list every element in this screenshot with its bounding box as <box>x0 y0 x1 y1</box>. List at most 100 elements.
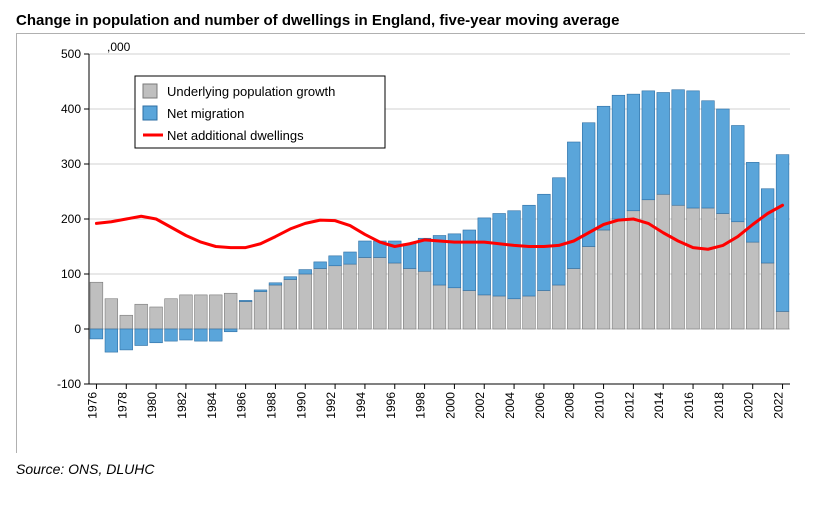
bar-underlying <box>463 291 476 330</box>
bar-underlying <box>329 266 342 329</box>
bar-underlying <box>642 200 655 329</box>
legend-underlying-swatch <box>143 84 157 98</box>
x-tick-label: 2000 <box>443 392 457 419</box>
bar-net-migration <box>761 189 774 263</box>
y-tick-label: -100 <box>57 377 81 391</box>
bar-net-migration <box>344 252 357 264</box>
bar-underlying <box>135 304 148 329</box>
x-tick-label: 2006 <box>533 392 547 419</box>
bar-underlying <box>567 269 580 330</box>
bar-net-migration <box>657 93 670 195</box>
bar-net-migration <box>209 329 222 341</box>
bar-underlying <box>657 194 670 329</box>
chart-container: -1000100200300400500,0001976197819801982… <box>16 33 805 453</box>
bar-net-migration <box>418 238 431 271</box>
bar-underlying <box>538 291 551 330</box>
bar-underlying <box>344 264 357 329</box>
bar-net-migration <box>90 329 103 339</box>
bar-net-migration <box>463 230 476 291</box>
bar-underlying <box>523 296 536 329</box>
bar-net-migration <box>567 142 580 269</box>
bar-underlying <box>195 295 208 329</box>
bar-net-migration <box>329 256 342 266</box>
y-unit-label: ,000 <box>107 40 131 54</box>
x-tick-label: 1984 <box>205 392 219 419</box>
bar-underlying <box>120 315 133 329</box>
bar-underlying <box>776 311 789 329</box>
x-tick-label: 1992 <box>324 392 338 419</box>
chart-title: Change in population and number of dwell… <box>16 12 805 29</box>
bar-underlying <box>552 285 565 329</box>
bar-underlying <box>508 299 521 329</box>
bar-underlying <box>687 208 700 329</box>
bar-net-migration <box>284 277 297 280</box>
bar-net-migration <box>150 329 163 343</box>
bar-net-migration <box>612 95 625 219</box>
bar-underlying <box>761 263 774 329</box>
bar-net-migration <box>478 218 491 295</box>
bar-underlying <box>672 205 685 329</box>
bar-underlying <box>388 263 401 329</box>
x-tick-label: 2012 <box>622 392 636 419</box>
bar-underlying <box>180 295 193 329</box>
x-tick-label: 1994 <box>354 392 368 419</box>
y-tick-label: 300 <box>61 157 81 171</box>
x-tick-label: 1980 <box>145 392 159 419</box>
bar-underlying <box>254 292 267 329</box>
bar-underlying <box>582 247 595 330</box>
bar-net-migration <box>746 162 759 242</box>
bar-underlying <box>612 219 625 329</box>
x-tick-label: 2014 <box>652 392 666 419</box>
bar-net-migration <box>254 290 267 292</box>
x-tick-label: 2016 <box>682 392 696 419</box>
bar-net-migration <box>105 329 118 352</box>
legend-net-migration-label: Net migration <box>167 106 244 121</box>
bar-net-migration <box>269 283 282 285</box>
bar-net-migration <box>120 329 133 350</box>
bar-underlying <box>418 271 431 329</box>
x-tick-label: 2018 <box>712 392 726 419</box>
bar-net-migration <box>433 236 446 286</box>
x-tick-label: 1990 <box>294 392 308 419</box>
y-tick-label: 0 <box>74 322 81 336</box>
bar-net-migration <box>180 329 193 340</box>
x-tick-label: 1998 <box>414 392 428 419</box>
bar-net-migration <box>702 101 715 208</box>
x-tick-label: 1976 <box>85 392 99 419</box>
bar-underlying <box>403 269 416 330</box>
x-tick-label: 2022 <box>772 392 786 419</box>
x-tick-label: 1978 <box>115 392 129 419</box>
bar-underlying <box>448 288 461 329</box>
bar-underlying <box>478 295 491 329</box>
bar-net-migration <box>687 91 700 208</box>
bar-underlying <box>165 299 178 329</box>
bar-net-migration <box>731 126 744 222</box>
bar-net-migration <box>776 155 789 312</box>
bar-underlying <box>299 274 312 329</box>
bar-net-migration <box>224 329 237 332</box>
bar-underlying <box>717 214 730 330</box>
x-tick-label: 2002 <box>473 392 487 419</box>
bar-net-migration <box>403 244 416 269</box>
bar-underlying <box>209 295 222 329</box>
y-tick-label: 100 <box>61 267 81 281</box>
bar-net-migration <box>672 90 685 206</box>
legend-dwellings-label: Net additional dwellings <box>167 128 304 143</box>
bar-underlying <box>314 269 327 330</box>
bar-underlying <box>746 242 759 329</box>
x-tick-label: 2004 <box>503 392 517 419</box>
bar-net-migration <box>239 300 252 301</box>
bar-net-migration <box>314 262 327 269</box>
y-tick-label: 200 <box>61 212 81 226</box>
bar-underlying <box>284 280 297 330</box>
x-tick-label: 2010 <box>593 392 607 419</box>
bar-underlying <box>702 208 715 329</box>
bar-underlying <box>239 302 252 330</box>
bar-underlying <box>105 299 118 329</box>
bar-net-migration <box>135 329 148 346</box>
bar-net-migration <box>642 91 655 200</box>
legend-underlying-label: Underlying population growth <box>167 84 335 99</box>
x-tick-label: 1982 <box>175 392 189 419</box>
bar-net-migration <box>523 205 536 296</box>
bar-underlying <box>627 211 640 329</box>
